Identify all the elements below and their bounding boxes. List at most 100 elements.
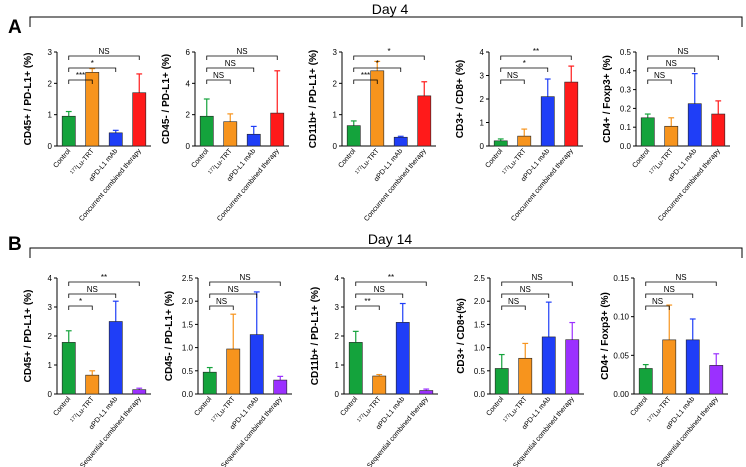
bar (346, 125, 361, 147)
y-tick-label: 0.05 (613, 351, 629, 360)
y-axis-label: CD11b+ / PD-L1+ (%) (308, 50, 319, 148)
significance-label: NS (507, 71, 518, 80)
bar (494, 368, 509, 395)
y-tick-label: 4 (186, 79, 191, 88)
y-axis-label: CD3+ / CD8+(%) (456, 298, 467, 374)
y-tick-label: 0.0 (620, 142, 632, 151)
bar (61, 342, 76, 395)
category-label: Control (484, 147, 504, 169)
bar (709, 365, 724, 395)
y-axis-label: CD3+ / CD8+ (%) (455, 60, 466, 138)
significance-label: NS (664, 285, 675, 294)
bar (685, 339, 700, 395)
y-axis-label: CD45- / PD-L1+ (%) (164, 291, 175, 381)
category-label: Control (193, 395, 213, 417)
significance-label: NS (228, 285, 239, 294)
significance-bracket (647, 67, 696, 72)
y-tick-label: 0.4 (620, 67, 632, 76)
significance-bracket (500, 79, 525, 84)
significance-bracket (353, 79, 378, 84)
y-axis-label: CD11b+ / PD-L1+ (%) (310, 287, 321, 385)
y-tick-label: 3 (480, 72, 485, 81)
y-tick-label: 0 (186, 142, 191, 151)
y-tick-label: 3 (335, 303, 340, 312)
y-tick-label: 1 (333, 111, 338, 120)
significance-label: NS (508, 297, 519, 306)
y-tick-label: 1.0 (474, 344, 486, 353)
bar (711, 113, 726, 147)
y-tick-label: 2.5 (182, 274, 194, 283)
significance-bracket (501, 305, 526, 310)
significance-bracket (68, 67, 117, 72)
bar (226, 348, 241, 395)
significance-label: NS (677, 47, 688, 56)
y-tick-label: 1.0 (182, 344, 194, 353)
y-tick-label: 2 (335, 332, 340, 341)
significance-label: NS (98, 47, 109, 56)
significance-bracket (647, 55, 719, 60)
significance-label: NS (666, 59, 677, 68)
bar (85, 72, 100, 147)
category-label: Control (629, 395, 649, 417)
significance-bracket (209, 293, 258, 298)
significance-label: * (79, 297, 82, 306)
significance-bracket (68, 293, 117, 298)
category-label: Control (485, 395, 505, 417)
significance-label: NS (236, 47, 247, 56)
y-tick-label: 1 (48, 361, 53, 370)
significance-bracket (353, 55, 425, 60)
significance-label: NS (654, 71, 665, 80)
y-tick-label: 3 (333, 48, 338, 57)
bar (541, 336, 556, 395)
bar (199, 115, 214, 147)
chart-7: 0.0 0.5 1.0 1.5 2.0 2.5 CD45- / PD-L1+ (%) Cont… (164, 273, 292, 467)
panel-b-letter: B (8, 234, 22, 255)
bar (564, 81, 579, 147)
significance-label: NS (520, 285, 531, 294)
y-tick-label: 0.15 (613, 274, 629, 283)
significance-label: * (91, 59, 94, 68)
significance-bracket (209, 281, 281, 286)
bar (108, 132, 123, 147)
bar (108, 321, 123, 395)
bar (565, 339, 580, 395)
significance-label: NS (213, 71, 224, 80)
significance-bracket (500, 55, 572, 60)
y-axis-label: CD45+ / PD-L1+ (%) (23, 290, 34, 383)
significance-bracket (355, 293, 404, 298)
y-tick-label: 0.5 (182, 367, 194, 376)
panel-b-span-line (29, 247, 743, 258)
bar (517, 135, 532, 147)
bar (202, 371, 217, 395)
y-tick-label: 2.5 (474, 274, 486, 283)
y-tick-label: 2 (186, 111, 191, 120)
significance-label: * (523, 59, 526, 68)
bar (395, 322, 410, 395)
significance-label: ** (101, 273, 107, 282)
bar (664, 125, 679, 147)
significance-label: NS (531, 273, 542, 282)
y-tick-label: 2.0 (474, 297, 486, 306)
y-tick-label: 2 (480, 95, 485, 104)
significance-bracket (206, 79, 231, 84)
y-tick-label: 1 (48, 111, 53, 120)
bar (132, 92, 147, 147)
bar (662, 339, 677, 395)
y-axis-label: CD4+ / Foxp3+ (%) (600, 292, 611, 380)
y-tick-label: 0 (48, 390, 53, 399)
bar (249, 334, 264, 395)
bar (273, 379, 288, 395)
y-tick-label: 1.5 (474, 320, 486, 329)
significance-label: NS (216, 297, 227, 306)
significance-label: *** (76, 71, 85, 80)
y-tick-label: 0.5 (620, 48, 632, 57)
bar (638, 368, 653, 395)
significance-label: *** (361, 71, 370, 80)
y-axis-label: CD4+ / Foxp3+ (%) (602, 55, 613, 143)
bar (687, 103, 702, 147)
bar (132, 389, 147, 395)
